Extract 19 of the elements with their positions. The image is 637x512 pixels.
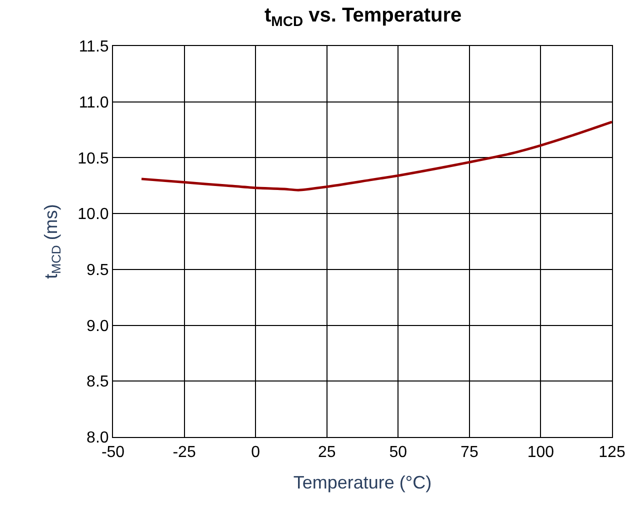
y-tick-label: 9.5 [86, 262, 109, 280]
y-tick-label: 8.0 [86, 430, 109, 447]
chart-title: t$_{MCD}$ vs. Temperature [264, 4, 462, 29]
y-tick-label: 10.5 [78, 150, 109, 168]
y-tick-label: 8.5 [86, 374, 109, 391]
y-tick-label: 10.0 [78, 206, 109, 224]
x-tick-label: 75 [460, 444, 478, 462]
y-tick-label: 9.0 [86, 318, 109, 335]
x-tick-label: 25 [318, 444, 336, 462]
x-tick-label: -50 [101, 444, 125, 462]
x-tick-label: 125 [598, 444, 626, 462]
x-tick-label: -25 [172, 444, 196, 462]
y-tick-label: 11.0 [78, 94, 109, 112]
x-tick-label: 100 [527, 444, 554, 462]
x-axis-title: Temperature (°C) [293, 472, 432, 492]
y-tick-label: 11.5 [78, 38, 109, 56]
x-tick-label: 0 [251, 444, 260, 462]
x-tick-label: 50 [389, 444, 408, 462]
line-series [140, 120, 612, 192]
